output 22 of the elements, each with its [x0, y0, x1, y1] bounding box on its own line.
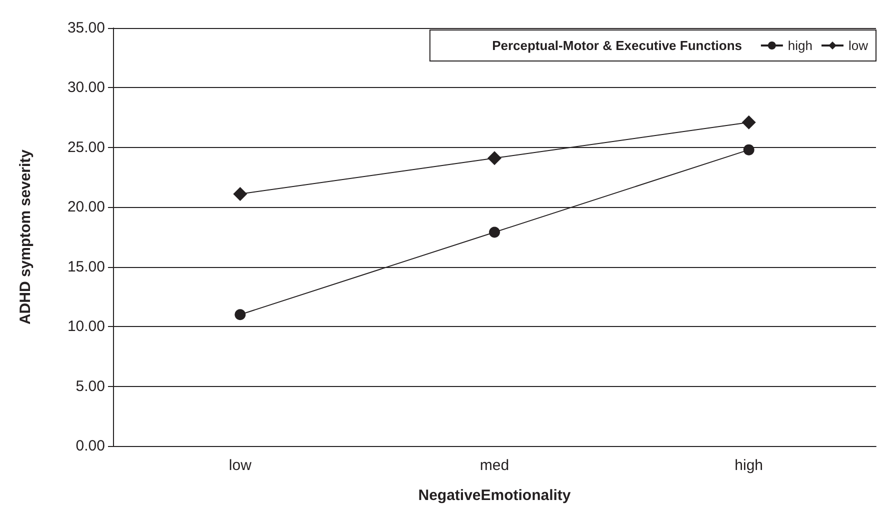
point: [489, 226, 500, 238]
legend-label: high: [788, 38, 812, 53]
x-tick-label: med: [480, 457, 510, 474]
y-axis-title: ADHD symptom severity: [17, 148, 34, 325]
x-tick-label: high: [734, 457, 764, 474]
y-tick-label: 5.00: [76, 378, 105, 395]
x-tick-label: low: [228, 457, 252, 474]
y-tick-label: 25.00: [67, 138, 105, 156]
point: [743, 144, 754, 156]
y-tick-label: 20.00: [67, 198, 105, 216]
legend-label: low: [848, 38, 869, 53]
point: [488, 151, 502, 166]
y-tick-label: 30.00: [67, 79, 105, 96]
point: [233, 187, 248, 202]
y-tick-label: 10.00: [67, 318, 105, 336]
y-tick-label: 35.00: [67, 20, 105, 36]
point: [234, 309, 246, 320]
point: [742, 115, 756, 130]
y-tick-label: 0.00: [76, 438, 105, 454]
x-axis-title: NegativeEmotionality: [418, 487, 572, 504]
y-tick-label: 15.00: [67, 258, 105, 276]
legend-title: Perceptual-Motor & Executive Functions: [492, 38, 742, 53]
